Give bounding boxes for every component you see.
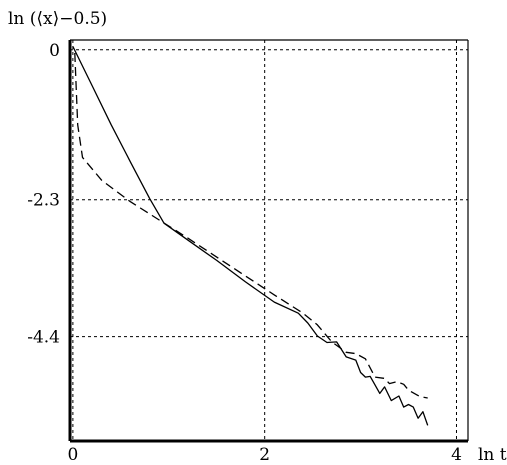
grid-lines — [70, 40, 468, 441]
x-tick-label: 4 — [451, 445, 462, 465]
y-axis-label: ln (⟨x⟩−0.5) — [8, 9, 107, 29]
y-tick-label: -4.4 — [27, 328, 60, 348]
solid-series-line — [72, 46, 429, 426]
y-tick-label: 0 — [49, 41, 60, 61]
x-axis-label: ln t — [478, 445, 507, 465]
plot-frame — [68, 39, 469, 443]
x-tick-label: 2 — [259, 445, 270, 465]
data-series — [72, 46, 429, 426]
x-tick-label: 0 — [67, 445, 78, 465]
y-tick-label: -2.3 — [27, 191, 60, 211]
tick-labels: 0 -2.3 -4.4 0 2 4 — [27, 41, 462, 465]
dashed-series-line — [74, 52, 428, 399]
